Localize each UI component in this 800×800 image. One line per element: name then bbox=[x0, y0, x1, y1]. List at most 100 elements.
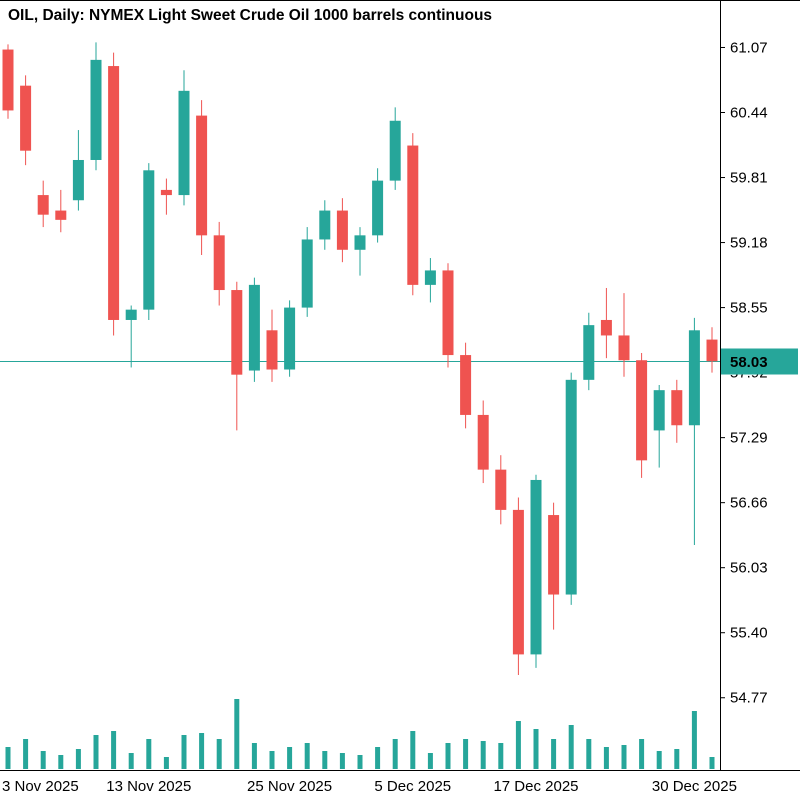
volume-bar bbox=[322, 751, 328, 769]
volume-bar bbox=[339, 753, 345, 769]
candle-body bbox=[301, 239, 313, 308]
candle-body bbox=[548, 515, 560, 595]
volume-bar bbox=[5, 747, 11, 769]
volume-bar bbox=[40, 751, 46, 769]
volume-bar bbox=[269, 751, 275, 769]
candle-body bbox=[424, 270, 436, 285]
candle-body bbox=[460, 355, 472, 415]
candle-body bbox=[90, 59, 102, 160]
y-axis-label: 59.81 bbox=[730, 170, 768, 187]
x-axis-label: 3 Nov 2025 bbox=[2, 778, 79, 795]
x-axis-label: 13 Nov 2025 bbox=[106, 778, 191, 795]
chart-title: OIL, Daily: NYMEX Light Sweet Crude Oil … bbox=[8, 7, 492, 24]
y-axis-label: 56.03 bbox=[730, 560, 768, 577]
candle-body bbox=[530, 479, 542, 655]
volume-bar bbox=[58, 755, 64, 769]
candle-body bbox=[354, 235, 366, 250]
candle-body bbox=[178, 90, 190, 196]
volume-bar bbox=[427, 753, 433, 769]
y-axis-label: 58.55 bbox=[730, 300, 768, 317]
candle-body bbox=[2, 49, 14, 111]
volume-bar bbox=[75, 749, 81, 769]
volume-bar bbox=[199, 733, 205, 769]
volume-bar bbox=[251, 743, 257, 769]
volume-bar bbox=[23, 739, 29, 769]
candle-body bbox=[671, 390, 683, 426]
candle-body bbox=[143, 170, 155, 310]
candle-body bbox=[706, 339, 718, 362]
y-axis-label: 54.77 bbox=[730, 690, 768, 707]
candle-body bbox=[319, 210, 331, 240]
volume-bar bbox=[445, 743, 451, 769]
volume-bar bbox=[93, 735, 99, 769]
current-price-label: 58.03 bbox=[730, 354, 768, 371]
candle-body bbox=[266, 330, 278, 370]
candle-body bbox=[231, 290, 243, 375]
candle-body bbox=[636, 360, 648, 461]
volume-bar bbox=[287, 747, 293, 769]
candle-body bbox=[389, 120, 401, 181]
volume-bar bbox=[603, 747, 609, 769]
y-axis-label: 56.66 bbox=[730, 495, 768, 512]
candle-body bbox=[213, 235, 225, 291]
volume-bar bbox=[480, 741, 486, 769]
candle-body bbox=[20, 85, 32, 151]
candle-body bbox=[196, 115, 208, 236]
candle-body bbox=[583, 325, 595, 380]
volume-bar bbox=[621, 745, 627, 769]
candle-body bbox=[284, 307, 296, 370]
volume-bar bbox=[163, 757, 169, 769]
volume-bar bbox=[216, 739, 222, 769]
candle-body bbox=[248, 284, 260, 371]
volume-bar bbox=[146, 739, 152, 769]
candle-body bbox=[160, 189, 172, 196]
y-axis-label: 55.40 bbox=[730, 625, 768, 642]
candle-body bbox=[336, 210, 348, 250]
volume-bar bbox=[498, 743, 504, 769]
candle-body bbox=[442, 270, 454, 356]
volume-bar bbox=[551, 739, 557, 769]
volume-bar bbox=[639, 739, 645, 769]
candle-body bbox=[72, 159, 84, 201]
volume-bar bbox=[515, 721, 521, 769]
volume-bar bbox=[463, 739, 469, 769]
volume-bar bbox=[533, 729, 539, 769]
volume-bar bbox=[674, 749, 680, 769]
candle-body bbox=[618, 335, 630, 361]
volume-bar bbox=[234, 699, 240, 769]
volume-bar bbox=[128, 753, 134, 769]
x-axis-label: 5 Dec 2025 bbox=[374, 778, 451, 795]
candle-body bbox=[600, 319, 612, 336]
current-price-label-box bbox=[721, 348, 798, 375]
volume-bar bbox=[568, 725, 574, 769]
candle-body bbox=[407, 145, 419, 285]
volume-bar bbox=[111, 731, 117, 769]
y-axis-label: 61.07 bbox=[730, 39, 768, 56]
volume-bar bbox=[586, 739, 592, 769]
candle-body bbox=[37, 195, 49, 215]
candle-body bbox=[512, 509, 524, 655]
volume-bar bbox=[656, 751, 662, 769]
x-axis-label: 17 Dec 2025 bbox=[493, 778, 578, 795]
candle-body bbox=[495, 469, 507, 510]
volume-bar bbox=[410, 731, 416, 769]
candle-body bbox=[125, 309, 137, 320]
candle-body bbox=[108, 66, 120, 320]
volume-bar bbox=[181, 735, 187, 769]
candle-body bbox=[477, 414, 489, 470]
x-axis-label: 25 Nov 2025 bbox=[247, 778, 332, 795]
candle-body bbox=[565, 379, 577, 595]
volume-bar bbox=[375, 747, 381, 769]
volume-bar bbox=[691, 711, 697, 769]
y-axis-label: 60.44 bbox=[730, 105, 768, 122]
candle-body bbox=[688, 330, 700, 426]
candle-body bbox=[653, 390, 665, 431]
x-axis-label: 30 Dec 2025 bbox=[652, 778, 737, 795]
volume-bar bbox=[709, 757, 715, 769]
volume-bar bbox=[304, 743, 310, 769]
volume-bar bbox=[392, 739, 398, 769]
candle-body bbox=[372, 180, 384, 236]
